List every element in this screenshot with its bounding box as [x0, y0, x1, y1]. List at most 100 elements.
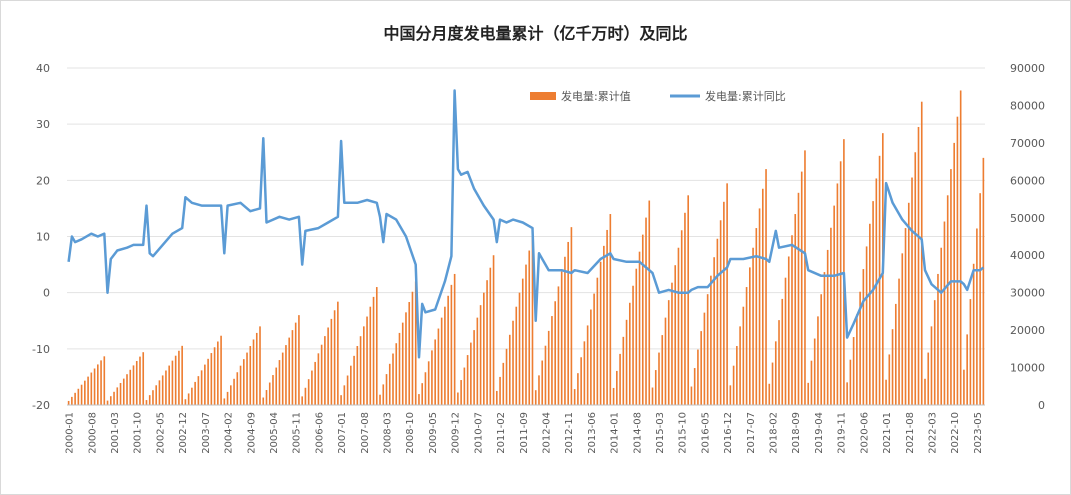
bar	[885, 379, 887, 405]
bar	[713, 257, 715, 405]
x-tick-label: 2009-05	[428, 412, 439, 454]
x-tick-label: 2004-02	[224, 412, 235, 454]
bar	[161, 375, 164, 405]
bar	[791, 235, 793, 405]
bar	[849, 359, 852, 405]
bar	[178, 350, 180, 405]
bar	[512, 320, 514, 405]
bar	[197, 376, 200, 405]
bar	[865, 246, 868, 405]
bar	[667, 300, 670, 405]
bar	[823, 272, 826, 405]
legend-label-line: 发电量:累计同比	[705, 89, 786, 103]
bar	[515, 306, 518, 405]
x-tick-label: 2011-09	[519, 412, 530, 454]
bar	[862, 269, 865, 405]
x-tick-label: 2000-01	[65, 412, 76, 454]
bar	[395, 343, 398, 405]
bar	[901, 253, 904, 405]
bar	[794, 214, 797, 405]
bar	[907, 202, 910, 405]
bar	[619, 353, 621, 405]
bar	[93, 368, 96, 405]
right-tick-label: 30000	[1010, 287, 1045, 300]
bar	[220, 335, 222, 405]
bar	[573, 389, 576, 405]
x-tick-label: 2011-02	[496, 412, 507, 454]
bar	[625, 319, 628, 405]
bar	[418, 394, 420, 405]
bar	[207, 358, 209, 405]
bar	[729, 385, 732, 405]
bar	[784, 277, 787, 405]
x-tick-label: 2013-06	[587, 412, 598, 454]
bar	[200, 370, 203, 405]
bar	[577, 373, 579, 405]
bar	[933, 300, 936, 405]
bar	[554, 301, 557, 405]
bar	[129, 369, 132, 405]
bar	[457, 392, 459, 405]
x-tick-label: 2018-02	[769, 412, 780, 454]
x-tick-label: 2001-03	[110, 412, 121, 454]
bar	[765, 169, 767, 405]
bar	[106, 400, 109, 405]
bar	[560, 271, 563, 405]
bar	[135, 361, 138, 405]
bar	[288, 337, 291, 405]
bar	[337, 301, 339, 405]
x-tick-label: 2016-12	[723, 412, 734, 454]
x-tick-label: 2016-05	[700, 412, 711, 454]
bar	[937, 273, 939, 405]
bar	[476, 317, 479, 405]
bar	[408, 302, 411, 405]
bar	[470, 342, 472, 405]
bar	[894, 303, 897, 405]
bar	[356, 346, 359, 405]
bar	[648, 200, 651, 405]
bar	[139, 356, 141, 405]
x-tick-label: 2018-09	[791, 412, 802, 454]
bar	[145, 400, 148, 405]
bar	[622, 336, 625, 405]
bar	[525, 264, 527, 405]
bar	[671, 282, 673, 405]
bar	[833, 205, 835, 405]
bar	[392, 353, 394, 405]
bar	[690, 386, 693, 405]
x-tick-label: 2014-08	[632, 412, 643, 454]
bar	[486, 280, 488, 405]
bar	[697, 349, 699, 405]
right-tick-label: 0	[1038, 399, 1045, 412]
bar	[246, 352, 248, 405]
bar	[463, 367, 466, 405]
bar	[333, 310, 336, 405]
bar	[590, 309, 592, 405]
bar	[424, 372, 427, 405]
bar	[502, 362, 505, 405]
bar	[710, 275, 712, 405]
bar	[940, 247, 943, 405]
bar	[904, 228, 907, 405]
bar	[440, 317, 443, 405]
bar	[956, 116, 959, 405]
bar	[242, 359, 245, 405]
bar	[450, 284, 453, 405]
x-tick-label: 2003-07	[201, 412, 212, 454]
bar	[343, 385, 346, 405]
x-tick-label: 2008-10	[405, 412, 416, 454]
bar	[531, 236, 534, 405]
bar	[379, 394, 381, 405]
bar	[551, 316, 553, 405]
bar	[350, 365, 352, 405]
x-tick-label: 2005-11	[292, 412, 303, 454]
x-tick-label: 2009-12	[451, 412, 462, 454]
bar	[982, 157, 985, 405]
cumulative-bars	[67, 90, 985, 406]
bar	[340, 395, 342, 405]
bar	[810, 360, 813, 405]
bar	[570, 227, 573, 405]
bar	[369, 306, 372, 405]
bar	[278, 360, 281, 405]
